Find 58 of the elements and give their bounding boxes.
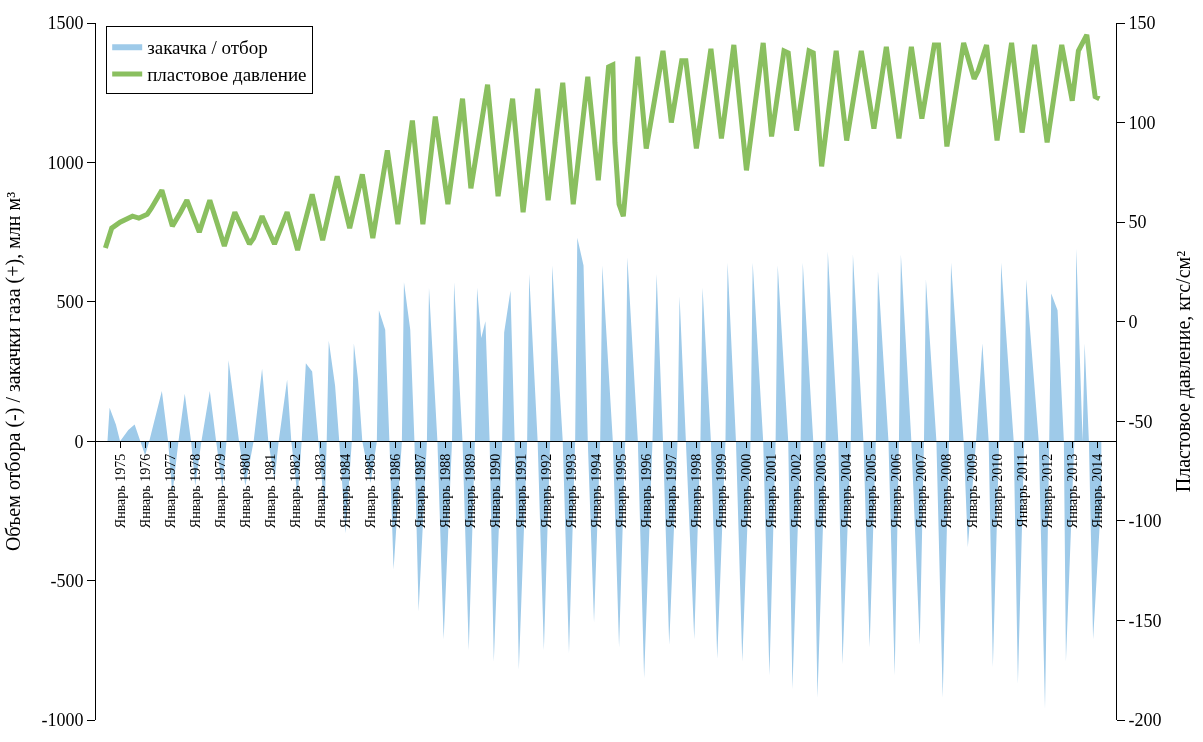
- x-tick-label: Январь 2004: [839, 453, 855, 529]
- x-tick-label: Январь 1995: [613, 453, 629, 529]
- y-tick-label: 1500: [47, 13, 84, 34]
- x-tick-label: Январь 2005: [864, 453, 880, 529]
- x-tick-label: Январь 1991: [513, 453, 529, 529]
- y2-tick-label: -150: [1128, 610, 1162, 631]
- legend-label: пластовое давление: [147, 64, 307, 86]
- y-tick-label: -1000: [41, 710, 84, 731]
- y2-tick-label: 50: [1128, 212, 1147, 233]
- x-tick-label: Январь 2003: [814, 453, 830, 529]
- y2-tick-label: -50: [1128, 411, 1153, 432]
- x-tick-label: Январь 1981: [263, 453, 278, 529]
- x-tick-label: Январь 2013: [1064, 453, 1080, 529]
- x-tick-label: Январь 1992: [538, 453, 554, 529]
- x-tick-label: Январь 1996: [638, 453, 654, 529]
- x-tick-label: Январь 1989: [463, 453, 479, 529]
- x-tick-label: Январь 1986: [388, 453, 404, 529]
- x-tick-label: Январь 1975: [112, 453, 128, 529]
- x-tick-label: Январь 1977: [162, 453, 178, 529]
- y2-axis-title: Пластовое давление, кгс/см²: [1172, 250, 1196, 493]
- x-tick-label: Январь 2009: [964, 453, 980, 529]
- y2-tick-label: 150: [1128, 13, 1156, 34]
- x-tick-label: Январь 1976: [137, 453, 153, 529]
- x-tick-label: Январь 1984: [338, 453, 354, 529]
- x-tick-label: Январь 1978: [187, 453, 203, 529]
- x-tick-label: Январь 2014: [1089, 453, 1105, 529]
- y-tick-label: 500: [56, 292, 84, 313]
- x-tick-label: Январь 2010: [989, 453, 1005, 529]
- y-axis-title: Объем отбора (-) / закачки газа (+), млн м³: [1, 191, 25, 552]
- x-tick-label: Январь 1983: [313, 453, 329, 529]
- x-tick-label: Январь 1990: [488, 453, 504, 529]
- x-tick-label: Январь 1980: [237, 453, 253, 529]
- x-tick-label: Январь 2002: [789, 453, 805, 529]
- x-tick-label: Январь 1982: [288, 453, 304, 529]
- x-tick-label: Январь 1999: [713, 453, 729, 529]
- x-tick-label: Январь 1998: [688, 453, 704, 529]
- legend-label: закачка / отбор: [147, 36, 268, 58]
- y2-tick-label: 100: [1128, 112, 1156, 133]
- y-tick-label: 1000: [47, 152, 84, 173]
- x-tick-label: Январь 2012: [1039, 453, 1055, 529]
- y-tick-label: -500: [50, 570, 84, 591]
- y-tick-label: 0: [74, 431, 84, 452]
- x-tick-label: Январь 1987: [413, 453, 429, 529]
- x-tick-label: Январь 1997: [663, 453, 679, 529]
- x-tick-label: Январь 1979: [212, 453, 228, 529]
- x-tick-label: Январь 2007: [914, 453, 930, 529]
- x-tick-label: Январь 1985: [363, 453, 379, 529]
- x-tick-label: Январь 2011: [1014, 453, 1030, 528]
- y2-tick-label: -200: [1128, 710, 1162, 731]
- x-tick-label: Январь 2000: [739, 453, 755, 529]
- x-tick-label: Январь 1994: [588, 453, 604, 529]
- x-tick-label: Январь 2008: [939, 453, 955, 529]
- x-tick-label: Январь 1993: [563, 453, 579, 529]
- x-tick-label: Январь 1988: [438, 453, 454, 529]
- y2-tick-label: 0: [1128, 312, 1138, 333]
- y2-tick-label: -100: [1128, 511, 1162, 532]
- x-tick-label: Январь 2006: [889, 453, 905, 529]
- x-tick-label: Январь 2001: [764, 453, 780, 529]
